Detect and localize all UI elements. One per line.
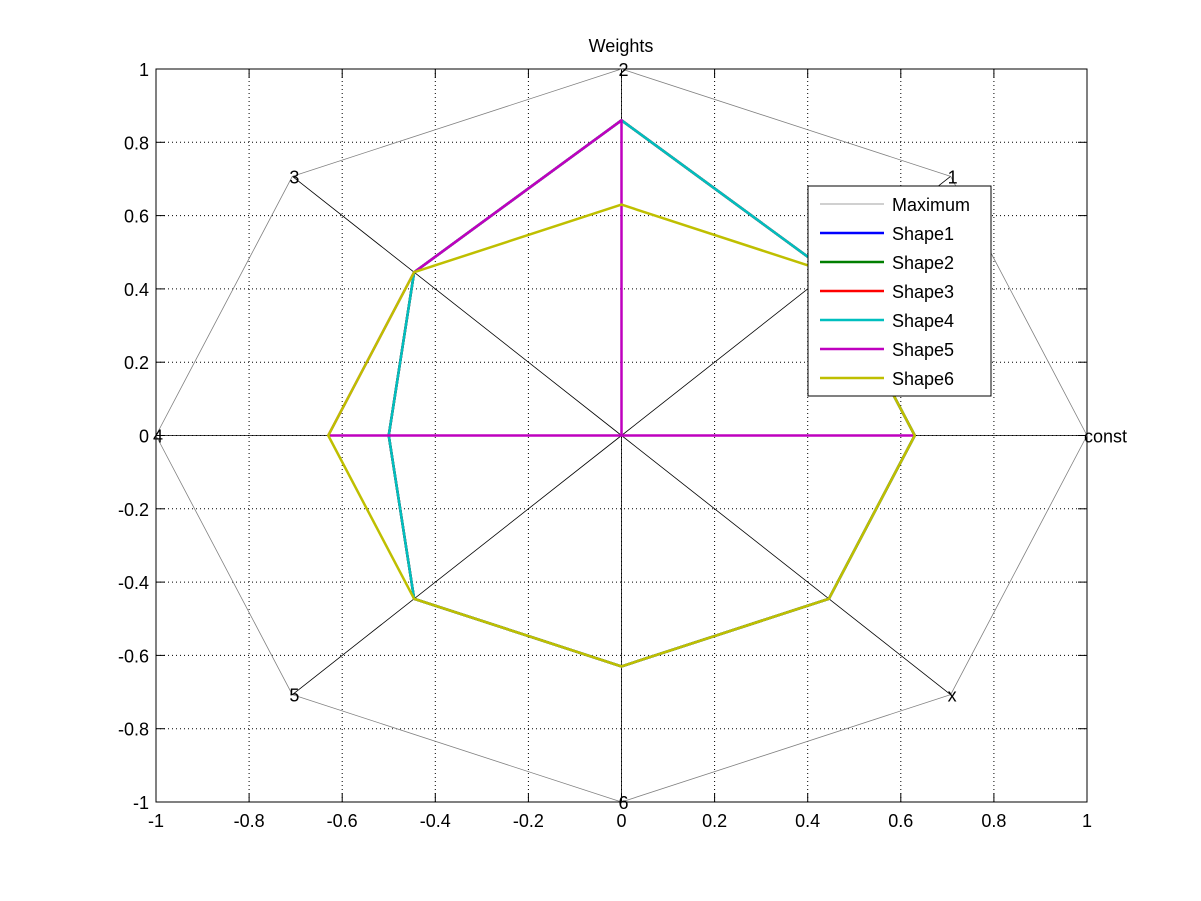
y-tick-label: -0.6: [118, 646, 149, 666]
radar-axis-label: 2: [619, 60, 629, 80]
series-line: [155, 68, 1088, 803]
x-tick-label: -0.8: [234, 811, 265, 831]
y-tick-label: -0.8: [118, 720, 149, 740]
series-lines: [155, 68, 1088, 803]
radar-spoke: [292, 435, 622, 695]
x-tick-label: -1: [148, 811, 164, 831]
x-tick-labels: -1 -0.8 -0.6 -0.4 -0.2 0 0.2 0.4 0.6 0.8 1: [148, 811, 1092, 831]
x-tick-label: -0.6: [327, 811, 358, 831]
legend-label: Shape6: [892, 369, 954, 389]
radar-axis-label: const: [1084, 427, 1127, 447]
y-tick-label: -0.2: [118, 500, 149, 520]
radar-axis-label: 4: [153, 427, 163, 447]
legend-label: Shape1: [892, 224, 954, 244]
x-tick-label: 1: [1082, 811, 1092, 831]
y-tick-label: 0.6: [124, 207, 149, 227]
legend-label: Shape4: [892, 311, 954, 331]
y-tick-label: 0: [139, 427, 149, 447]
radar-spoke: [621, 435, 951, 695]
x-tick-label: -0.2: [513, 811, 544, 831]
radar-axis-label: 3: [289, 167, 299, 187]
legend: Maximum Shape1 Shape2 Shape3 Shape4 Shape5 Sha…: [807, 185, 992, 397]
x-tick-label: 0: [616, 811, 626, 831]
x-tick-label: -0.4: [420, 811, 451, 831]
radar-axis-label: 5: [289, 686, 299, 706]
tick-marks: [155, 68, 1088, 803]
legend-label: Shape5: [892, 340, 954, 360]
x-tick-label: 0.4: [795, 811, 820, 831]
x-tick-label: 0.2: [702, 811, 727, 831]
legend-label: Shape2: [892, 253, 954, 273]
radar-axis-label: 1: [948, 167, 958, 187]
y-tick-label: -1: [133, 793, 149, 813]
radar-spoke: [292, 176, 622, 436]
legend-label: Maximum: [892, 195, 970, 215]
x-tick-label: 0.8: [981, 811, 1006, 831]
x-tick-label: 0.6: [888, 811, 913, 831]
y-tick-label: 0.4: [124, 280, 149, 300]
chart-title: Weights: [589, 36, 654, 56]
y-tick-label: 0.8: [124, 133, 149, 153]
legend-label: Shape3: [892, 282, 954, 302]
y-tick-label: -0.4: [118, 573, 149, 593]
series-line: [326, 203, 917, 668]
y-tick-labels: 1 0.8 0.6 0.4 0.2 0 -0.2 -0.4 -0.6 -0.8 -1: [118, 60, 149, 813]
radar-axis-label: x: [948, 686, 957, 706]
radar-axis-labels: const 1 2 3 4 5 6 x: [153, 60, 1127, 813]
radar-axis-label: 6: [619, 793, 629, 813]
y-tick-label: 1: [139, 60, 149, 80]
y-tick-label: 0.2: [124, 353, 149, 373]
